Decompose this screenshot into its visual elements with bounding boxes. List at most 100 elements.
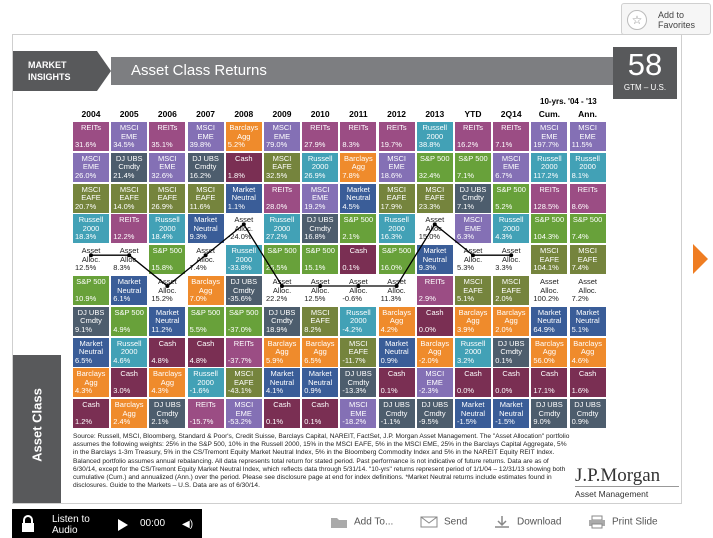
table-cell: Cash 0.1% [340,245,377,275]
asset-class-name: Asset Alloc. [349,277,368,295]
return-value: 0.1% [304,417,322,427]
table-cell: Market Neutral 0.9% [302,368,339,398]
return-value: 7.4% [189,263,207,273]
table-cell: Asset Alloc. 100.2% [531,276,568,305]
asset-alloc-point [318,284,323,288]
audio-time: 00:00 [140,518,166,529]
play-icon[interactable] [118,519,128,531]
table-cell: Barclays Agg 4.3% [73,368,109,398]
return-value: -18.2% [342,417,367,427]
return-value: 18.3% [75,232,97,242]
asset-class-name: MSCI EAFE [386,184,407,203]
asset-class-name: Barclays Agg [267,338,297,357]
asset-class-name: DJ UBS Cmdty [345,369,372,387]
asset-class-name: Market Neutral [537,307,562,326]
asset-class-name: DJ UBS Cmdty [383,400,410,418]
asset-alloc-point [394,284,399,288]
asset-class-name: Cash [158,338,177,348]
return-value: 3.2% [457,355,475,365]
table-cell: Asset Alloc. 12.5% [302,276,339,305]
asset-class-name: REITs [424,277,445,286]
print-slide-button[interactable]: Print Slide [588,515,658,529]
return-value: 16.0% [380,263,402,273]
asset-class-name: Russell 2000 [116,338,142,357]
asset-class-name: Market Neutral [384,338,409,357]
asset-class-name: Market Neutral [499,400,524,418]
asset-class-name: Russell 2000 [269,215,295,233]
asset-class-name: Russell 2000 [155,215,180,233]
asset-class-name: MSCI EME [119,123,139,141]
return-value: 2.4% [113,417,131,427]
table-cell: Cash 0.0% [455,368,491,398]
table-cell: S&P 500 15.1% [302,245,339,275]
table-cell: REITs 27.9% [302,122,339,151]
asset-class-name: Asset Alloc. [463,246,483,264]
asset-class-name: Cash [311,400,329,410]
asset-class-name: Barclays Agg [458,307,488,326]
return-value: 5.2% [227,140,245,149]
return-value: 3.3% [495,263,513,273]
return-value: 16.2% [189,170,211,180]
table-cell: REITs 8.6% [569,183,606,213]
asset-class-name: S&P 500 [267,246,297,256]
return-value: 32.6% [151,170,173,180]
asset-class-name: S&P 500 [572,215,603,225]
table-cell: Russell 2000 8.1% [569,152,606,182]
table-cell: Cash 0.1% [302,399,339,429]
table-cell: S&P 500 7.1% [455,152,491,182]
return-value: 4.1% [266,386,284,396]
download-button[interactable]: Download [493,515,561,529]
asset-class-name: S&P 500 [381,246,412,256]
table-cell: Barclays Agg -2.0% [416,337,453,367]
table-cell: MSCI EAFE 20.7% [73,183,109,213]
return-value: 27.2% [266,232,288,242]
send-button[interactable]: Send [420,515,467,529]
jpmorgan-logo: J.P.Morgan Asset Management [575,465,679,499]
asset-class-name: Barclays Agg [344,153,373,172]
star-plus-icon: ☆ [627,10,647,30]
asset-class-name: Market Neutral [308,369,333,387]
table-cell: MSCI EAFE -43.1% [225,368,262,398]
asset-class-name: Market Neutral [193,215,218,233]
return-value: -24.0% [227,232,252,242]
table-cell: Russell 2000 4.3% [493,214,530,244]
side-label: Asset Class [13,355,61,503]
table-cell: MSCI EME -18.2% [340,399,377,429]
year-header: 2009 [272,109,292,119]
table-cell: MSCI EME 39.8% [187,122,224,151]
add-to-favorites-button[interactable]: ☆ Add to Favorites [621,3,711,35]
table-cell: S&P 500 16.0% [378,245,415,275]
asset-class-name: Russell 2000 [78,215,104,233]
asset-class-name: REITs [233,338,254,348]
table-cell: REITs 7.1% [493,122,530,151]
asset-class-name: DJ UBS Cmdty [306,215,334,233]
asset-class-name: MSCI EME [540,123,559,141]
asset-class-name: S&P 500 [190,307,221,317]
asset-class-name: Cash [235,153,253,163]
asset-class-name: DJ UBS Cmdty [230,277,258,295]
section-line2: INSIGHTS [28,72,71,82]
asset-class-name: Barclays Agg [305,338,335,357]
return-value: 1.8% [227,170,245,180]
return-value: 17.1% [533,386,555,396]
asset-class-name: Barclays Agg [153,369,182,387]
return-value: 64.9% [533,324,555,334]
asset-class-name: S&P 500 [305,246,335,256]
return-value: -2.3% [418,386,439,396]
return-value: 9.3% [189,232,207,242]
return-value: 100.2% [533,294,559,303]
table-cell: Cash 0.0% [416,306,453,336]
ten-year-span-label: 10-yrs. '04 - '13 [540,97,597,106]
return-value: 16.8% [304,232,326,242]
return-value: -0.6% [342,294,362,303]
table-cell: S&P 500 -37.0% [225,306,262,336]
asset-class-name: Market Neutral [422,246,447,264]
section-label: MARKET INSIGHTS [13,51,97,91]
volume-icon[interactable]: ◀) [182,519,194,530]
return-value: 28.0% [266,201,288,211]
table-cell: DJ UBS Cmdty 16.8% [302,214,339,244]
table-cell: MSCI EAFE 104.1% [531,245,568,275]
next-slide-arrow[interactable] [693,244,708,274]
add-to-button[interactable]: Add To... [330,515,393,529]
asset-class-name: Russell 2000 [460,338,486,357]
